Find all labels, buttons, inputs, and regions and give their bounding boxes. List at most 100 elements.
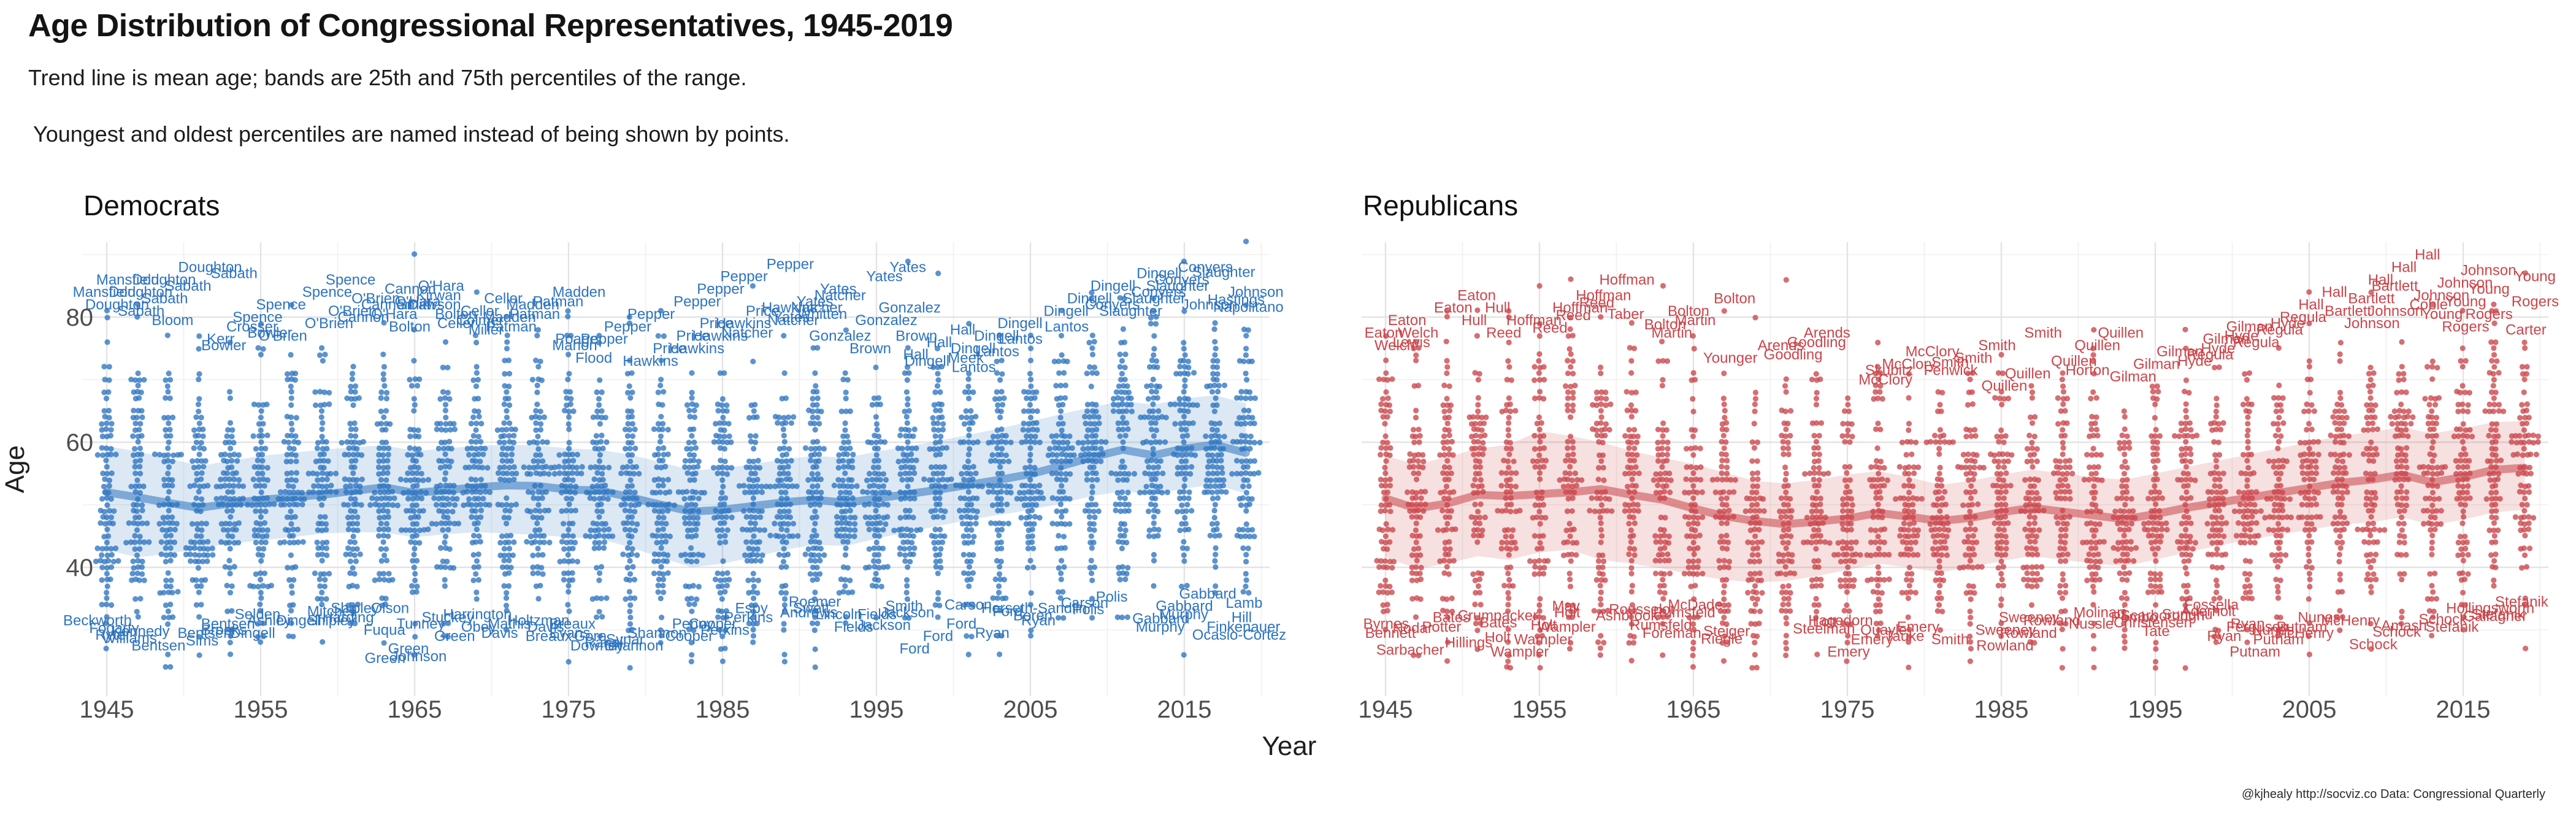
age-point: [1754, 502, 1760, 508]
age-point: [403, 477, 409, 483]
age-point: [1030, 564, 1037, 570]
age-point: [689, 527, 695, 534]
age-point: [1473, 432, 1479, 439]
age-point: [1788, 533, 1794, 540]
age-point: [284, 514, 291, 520]
age-point: [754, 483, 760, 489]
age-point: [1815, 564, 1822, 570]
age-point: [475, 451, 481, 458]
age-point: [1413, 490, 1419, 496]
age-point: [103, 645, 109, 651]
age-point: [495, 470, 502, 477]
age-point: [1598, 395, 1604, 401]
age-point: [1630, 640, 1637, 646]
age-point: [761, 527, 768, 533]
age-point: [960, 533, 967, 539]
age-point: [903, 389, 910, 395]
age-point: [1666, 558, 1672, 564]
age-point: [1603, 421, 1609, 427]
age-point: [810, 402, 816, 408]
age-point: [1565, 402, 1571, 408]
age-point: [750, 627, 756, 633]
age-point: [1024, 564, 1031, 571]
age-point: [599, 415, 605, 421]
age-point: [193, 439, 199, 445]
age-point: [318, 596, 324, 602]
age-point: [499, 427, 505, 433]
age-point: [198, 602, 204, 608]
age-point: [104, 420, 110, 426]
age-point: [1512, 483, 1519, 489]
age-point: [1875, 564, 1881, 570]
age-point: [497, 439, 503, 445]
age-point: [288, 432, 294, 439]
age-point: [282, 502, 288, 508]
age-point: [1474, 539, 1481, 545]
age-point: [1657, 471, 1663, 477]
age-point: [1053, 433, 1059, 439]
age-point: [405, 496, 412, 502]
age-point: [288, 383, 294, 389]
age-point: [1780, 583, 1786, 590]
age-point: [1570, 389, 1576, 396]
age-point: [348, 508, 354, 514]
age-point: [156, 451, 163, 458]
age-point: [660, 583, 666, 589]
age-point: [816, 539, 822, 546]
age-point: [1844, 501, 1850, 507]
age-point: [342, 476, 348, 482]
age-point: [1659, 464, 1665, 470]
age-point: [860, 489, 866, 495]
age-point: [841, 439, 847, 445]
age-point: [691, 627, 697, 634]
age-point: [897, 551, 903, 558]
age-point: [224, 433, 230, 439]
age-point: [850, 451, 856, 458]
age-point: [780, 464, 787, 471]
age-point: [831, 482, 837, 489]
age-point: [1120, 415, 1126, 421]
age-point: [910, 433, 916, 439]
age-point: [1825, 470, 1831, 477]
age-point: [1600, 464, 1606, 471]
age-point: [843, 545, 849, 551]
age-point: [688, 640, 694, 646]
age-point: [159, 527, 166, 533]
age-point: [1181, 483, 1187, 489]
age-point: [842, 526, 848, 532]
age-point: [1059, 427, 1065, 434]
age-point: [343, 551, 349, 558]
age-point: [937, 451, 943, 458]
age-point: [290, 634, 296, 640]
age-point: [416, 527, 423, 534]
age-point: [843, 614, 849, 620]
age-point: [199, 496, 205, 502]
age-point: [1184, 502, 1190, 508]
age-point: [1476, 576, 1483, 583]
age-point: [746, 545, 752, 551]
age-point: [937, 602, 943, 608]
age-point: [754, 620, 760, 627]
age-point: [1184, 545, 1190, 552]
age-point: [1157, 439, 1163, 445]
age-point: [378, 477, 385, 483]
age-point: [226, 483, 232, 489]
age-point: [1661, 571, 1668, 577]
age-point: [756, 465, 763, 471]
x-axis-title: Year: [1262, 731, 1317, 761]
age-point: [1783, 632, 1789, 638]
age-point: [1411, 427, 1417, 433]
age-point: [1020, 427, 1026, 433]
age-point: [783, 420, 789, 426]
age-point: [753, 602, 759, 608]
age-point: [596, 514, 602, 520]
age-point: [716, 439, 722, 445]
age-point: [997, 577, 1003, 583]
age-point: [783, 451, 789, 458]
percentile-band: [107, 395, 1246, 567]
age-point: [1384, 414, 1390, 420]
age-point: [501, 401, 507, 407]
age-point: [1695, 564, 1701, 570]
age-point: [1146, 464, 1152, 470]
age-point: [693, 526, 699, 533]
